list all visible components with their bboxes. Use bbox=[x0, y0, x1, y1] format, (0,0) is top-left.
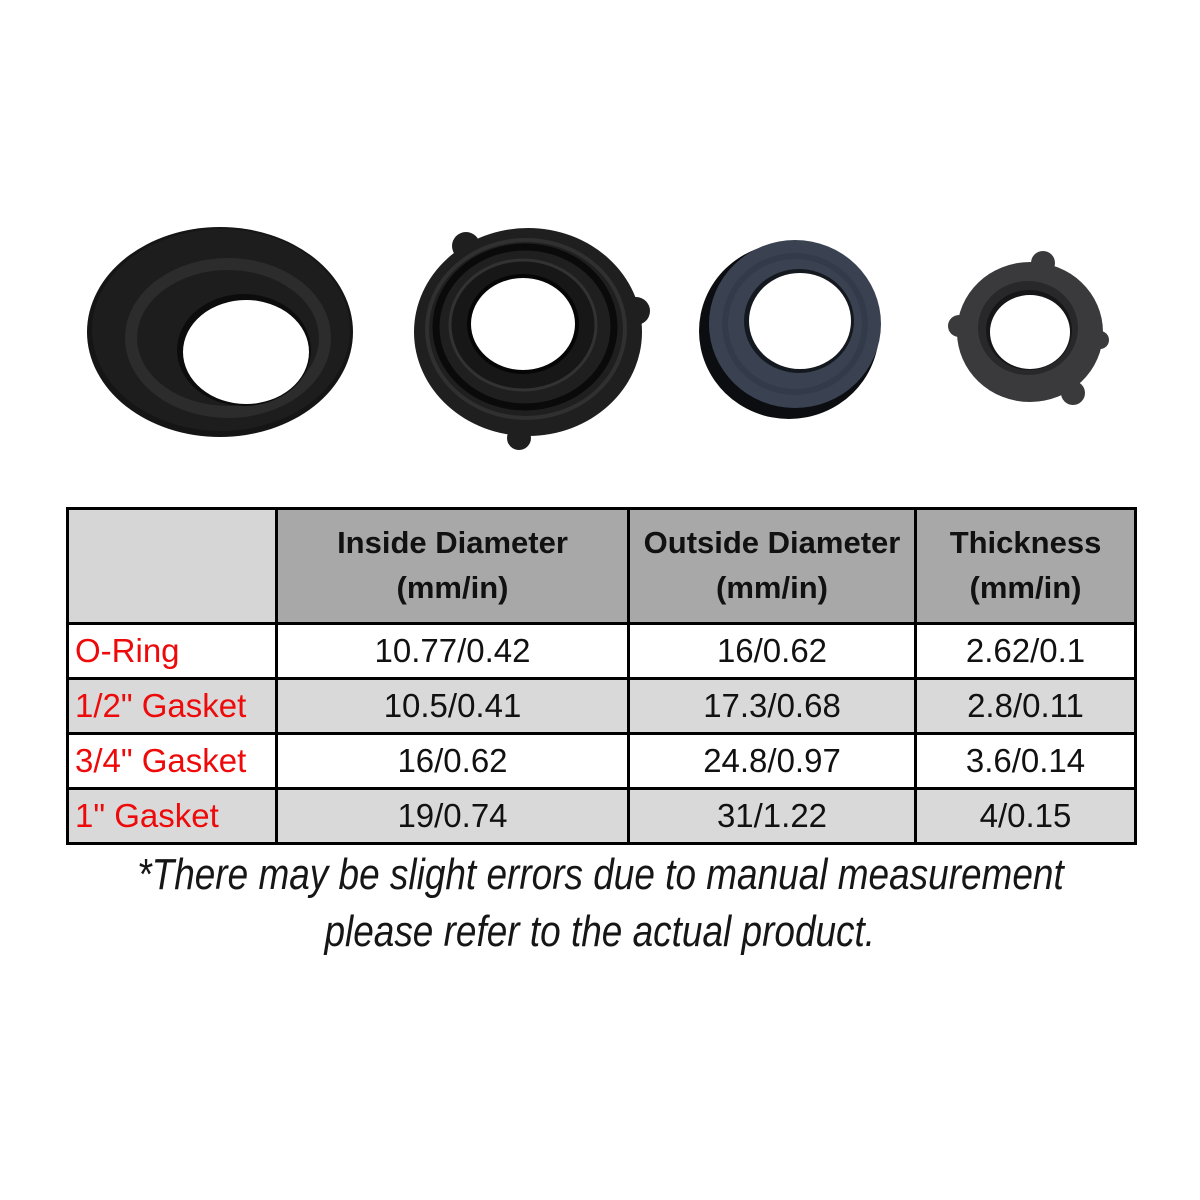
thickness-value: 2.8/0.11 bbox=[914, 677, 1137, 735]
thickness-value: 4/0.15 bbox=[914, 787, 1137, 845]
row-label: 1" Gasket bbox=[66, 787, 278, 845]
spec-table: Inside Diameter (mm/in) Outside Diameter… bbox=[66, 507, 1137, 845]
inside-diameter-value: 10.77/0.42 bbox=[275, 622, 630, 680]
column-header-thickness: Thickness (mm/in) bbox=[914, 507, 1137, 625]
column-unit: (mm/in) bbox=[396, 570, 509, 605]
table-row-half-inch-gasket: 1/2" Gasket 10.5/0.41 17.3/0.68 2.8/0.11 bbox=[66, 677, 1137, 735]
column-unit: (mm/in) bbox=[969, 570, 1082, 605]
inside-diameter-value: 10.5/0.41 bbox=[275, 677, 630, 735]
column-unit: (mm/in) bbox=[716, 570, 828, 605]
outside-diameter-value: 16/0.62 bbox=[627, 622, 917, 680]
table-header-row: Inside Diameter (mm/in) Outside Diameter… bbox=[66, 507, 1137, 625]
column-title: Outside Diameter bbox=[643, 525, 901, 561]
table-row-three-quarter-inch-gasket: 3/4" Gasket 16/0.62 24.8/0.97 3.6/0.14 bbox=[66, 732, 1137, 790]
thickness-value: 3.6/0.14 bbox=[914, 732, 1137, 790]
row-label: 1/2" Gasket bbox=[66, 677, 278, 735]
table-corner-cell bbox=[66, 507, 278, 625]
disclaimer-line-2: please refer to the actual product. bbox=[324, 907, 876, 956]
row-label: O-Ring bbox=[66, 622, 278, 680]
column-title: Thickness bbox=[949, 525, 1102, 561]
inside-diameter-value: 16/0.62 bbox=[275, 732, 630, 790]
column-header-inside-diameter: Inside Diameter (mm/in) bbox=[275, 507, 630, 625]
lugged-gasket-image bbox=[948, 251, 1109, 405]
outside-diameter-value: 24.8/0.97 bbox=[627, 732, 917, 790]
column-header-outside-diameter: Outside Diameter (mm/in) bbox=[627, 507, 917, 625]
inside-diameter-value: 19/0.74 bbox=[275, 787, 630, 845]
measurement-disclaimer: *There may be slight errors due to manua… bbox=[0, 846, 1200, 960]
thickness-value: 2.62/0.1 bbox=[914, 622, 1137, 680]
table-row-one-inch-gasket: 1" Gasket 19/0.74 31/1.22 4/0.15 bbox=[66, 787, 1137, 845]
ribbed-gasket-image bbox=[414, 228, 650, 450]
product-photo-strip bbox=[87, 227, 1109, 450]
row-label: 3/4" Gasket bbox=[66, 732, 278, 790]
outside-diameter-value: 31/1.22 bbox=[627, 787, 917, 845]
column-title: Inside Diameter bbox=[337, 525, 568, 561]
disclaimer-line-1: *There may be slight errors due to manua… bbox=[136, 850, 1064, 899]
flat-washer-image bbox=[699, 240, 881, 419]
table-row-o-ring: O-Ring 10.77/0.42 16/0.62 2.62/0.1 bbox=[66, 622, 1137, 680]
outside-diameter-value: 17.3/0.68 bbox=[627, 677, 917, 735]
o-ring-image bbox=[87, 227, 353, 437]
